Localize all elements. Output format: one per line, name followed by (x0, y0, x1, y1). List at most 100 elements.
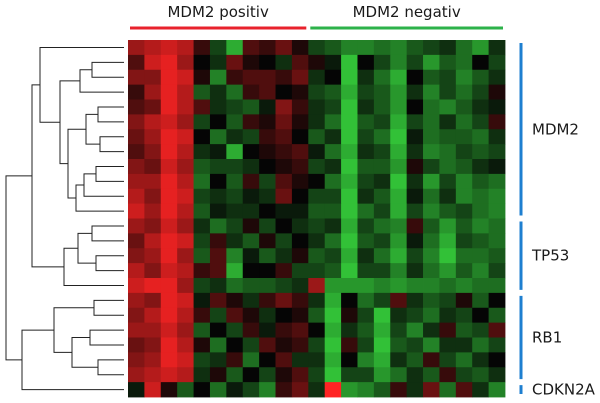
heatmap-cell (177, 54, 194, 71)
heatmap-cell (357, 337, 375, 353)
heatmap-cell (226, 188, 244, 205)
heatmap-cell (144, 203, 162, 219)
dendrogram-link (99, 136, 124, 153)
heatmap-cell (341, 40, 358, 56)
heatmap-cell (242, 40, 260, 56)
heatmap-cell (242, 114, 260, 130)
heatmap-cell (128, 129, 145, 145)
heatmap-cell (373, 337, 391, 353)
heatmap-cell (193, 292, 211, 309)
heatmap-cell (242, 69, 260, 86)
heatmap-cell (488, 188, 506, 205)
dendrogram-link (71, 337, 98, 368)
heatmap-cell (357, 69, 375, 86)
heatmap-cell (324, 54, 342, 71)
heatmap-cell (341, 114, 358, 130)
heatmap-cell (160, 278, 178, 294)
heatmap-cell (128, 382, 145, 398)
heatmap-cell (472, 292, 490, 309)
dendrogram-link (91, 225, 124, 242)
heatmap-cell (275, 382, 293, 398)
heatmap-cell (275, 84, 293, 100)
heatmap-cell (128, 69, 145, 86)
heatmap-cell (275, 129, 293, 145)
heatmap-cell (373, 278, 391, 294)
heatmap-cell (242, 173, 260, 190)
heatmap-cell (275, 40, 293, 56)
heatmap-cell (144, 129, 162, 145)
heatmap-cell (341, 352, 358, 368)
heatmap-cell (488, 382, 506, 398)
heatmap-cell (455, 188, 473, 205)
heatmap-cell (144, 84, 162, 100)
heatmap-cell (455, 40, 473, 56)
heatmap-cell (406, 292, 424, 309)
row-groups: MDM2 TP53 RB1 CDKN2A (519, 43, 596, 399)
heatmap-cell (423, 218, 440, 234)
heatmap-cell (472, 337, 490, 353)
heatmap-cell (423, 40, 440, 56)
heatmap-cell (341, 307, 358, 324)
heatmap-cell (308, 322, 326, 338)
heatmap-cell (357, 292, 375, 309)
heatmap-cell (341, 278, 358, 294)
heatmap-cell (291, 337, 309, 353)
heatmap-cell (160, 69, 178, 86)
heatmap-cell (373, 40, 391, 56)
heatmap-cell (177, 292, 194, 309)
heatmap-cell (226, 218, 244, 234)
heatmap-cell (423, 84, 440, 100)
heatmap-cell (128, 263, 145, 279)
heatmap-cell (160, 40, 178, 56)
heatmap-cell (177, 352, 194, 368)
heatmap-cell (423, 129, 440, 145)
heatmap-cell (160, 99, 178, 115)
heatmap-cell (423, 367, 440, 383)
dendrogram-link (59, 80, 80, 165)
heatmap-cell (259, 248, 276, 264)
heatmap-cell (291, 292, 309, 309)
heatmap-cell (193, 84, 211, 100)
heatmap-cell (209, 307, 227, 324)
heatmap-cell (144, 263, 162, 279)
heatmap-cell (160, 367, 178, 383)
heatmap-cell (259, 144, 276, 160)
heatmap-cell (472, 382, 490, 398)
row-dendrogram (5, 46, 124, 391)
heatmap-cell (455, 173, 473, 190)
heatmap-cell (439, 84, 457, 100)
heatmap-cell (144, 248, 162, 264)
heatmap-cell (177, 337, 194, 353)
dendrogram-link (53, 307, 94, 353)
heatmap-cell (128, 367, 145, 383)
heatmap-cell (455, 159, 473, 175)
heatmap-cell (144, 69, 162, 86)
heatmap-cell (144, 382, 162, 398)
heatmap-cell (406, 129, 424, 145)
heatmap-cell (455, 322, 473, 338)
heatmap-cell (455, 367, 473, 383)
heatmap-cell (242, 278, 260, 294)
heatmap-cell (472, 278, 490, 294)
heatmap-cell (439, 337, 457, 353)
heatmap-cell (373, 352, 391, 368)
heatmap-cell (144, 307, 162, 324)
heatmap-cell (406, 382, 424, 398)
heatmap-cell (259, 218, 276, 234)
heatmap-cell (439, 114, 457, 130)
dendrogram-link (93, 299, 124, 316)
heatmap-cell (308, 263, 326, 279)
heatmap-cell (455, 278, 473, 294)
heatmap-cell (324, 352, 342, 368)
heatmap-cell (291, 188, 309, 205)
heatmap-cell (193, 188, 211, 205)
heatmap-cell (488, 278, 506, 294)
heatmap-cell (177, 307, 194, 324)
heatmap-cell (488, 263, 506, 279)
heatmap-cell (128, 322, 145, 338)
dendrogram-link (97, 106, 124, 123)
heatmap-cell (390, 69, 408, 86)
heatmap-cell (308, 144, 326, 160)
heatmap-cell (177, 382, 194, 398)
heatmap-cell (439, 144, 457, 160)
